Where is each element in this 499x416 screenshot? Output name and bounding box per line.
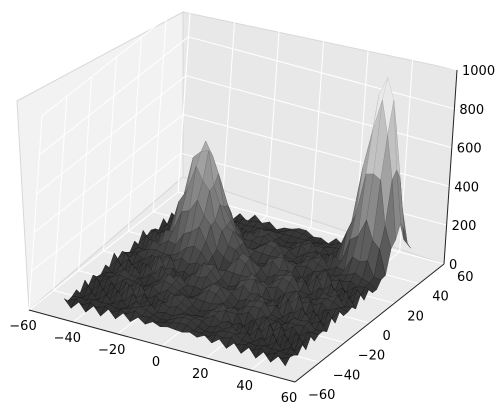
grid-line	[221, 9, 236, 205]
x-axis-line	[28, 309, 296, 383]
grid-line	[33, 114, 184, 233]
grid-line	[185, 75, 452, 149]
y-tick-label: −20	[358, 349, 385, 364]
x-tick-label: 40	[236, 379, 253, 394]
z-tick-label: 1000	[462, 64, 495, 79]
grid-line	[36, 75, 187, 194]
grid-line	[39, 36, 189, 156]
grid-line	[183, 113, 450, 187]
grid-line	[41, 0, 190, 117]
grid-line	[152, 17, 167, 212]
x-tick-label: 60	[281, 391, 298, 406]
y-axis-line	[294, 263, 445, 383]
x-tick-label: 20	[192, 367, 209, 382]
grid-line	[28, 115, 43, 311]
y-tick-label: 60	[457, 270, 474, 285]
axis-lines	[28, 69, 458, 383]
y-tick-label: 0	[383, 329, 391, 344]
x-tick-label: −20	[98, 343, 125, 358]
grid-line	[310, 33, 325, 229]
z-tick-label: 0	[449, 258, 457, 273]
grid-line	[53, 96, 68, 291]
grid-line	[103, 56, 117, 252]
grid-line	[127, 37, 142, 232]
z-axis-line	[443, 69, 458, 265]
y-tick-label: 20	[407, 309, 424, 324]
grid-line	[266, 21, 281, 217]
x-tick-label: 0	[152, 355, 160, 370]
y-tick-label: −40	[333, 368, 360, 383]
grid-line	[196, 0, 458, 71]
surface-cell	[278, 356, 291, 367]
z-tick-label: 800	[459, 103, 484, 118]
grid-line	[28, 191, 179, 311]
z-tick-label: 400	[454, 180, 479, 195]
z-tick-label: 600	[457, 142, 482, 157]
surface-mesh	[63, 77, 411, 367]
x-tick-label: −60	[9, 319, 36, 334]
y-tick-label: −60	[308, 388, 335, 403]
grid-line	[31, 152, 181, 272]
grid-line	[177, 0, 192, 193]
x-tick-label: −40	[54, 331, 81, 346]
grid-line	[188, 36, 455, 110]
y-tick-label: 40	[432, 290, 449, 305]
grid-line	[78, 76, 93, 271]
z-tick-label: 200	[452, 219, 477, 234]
